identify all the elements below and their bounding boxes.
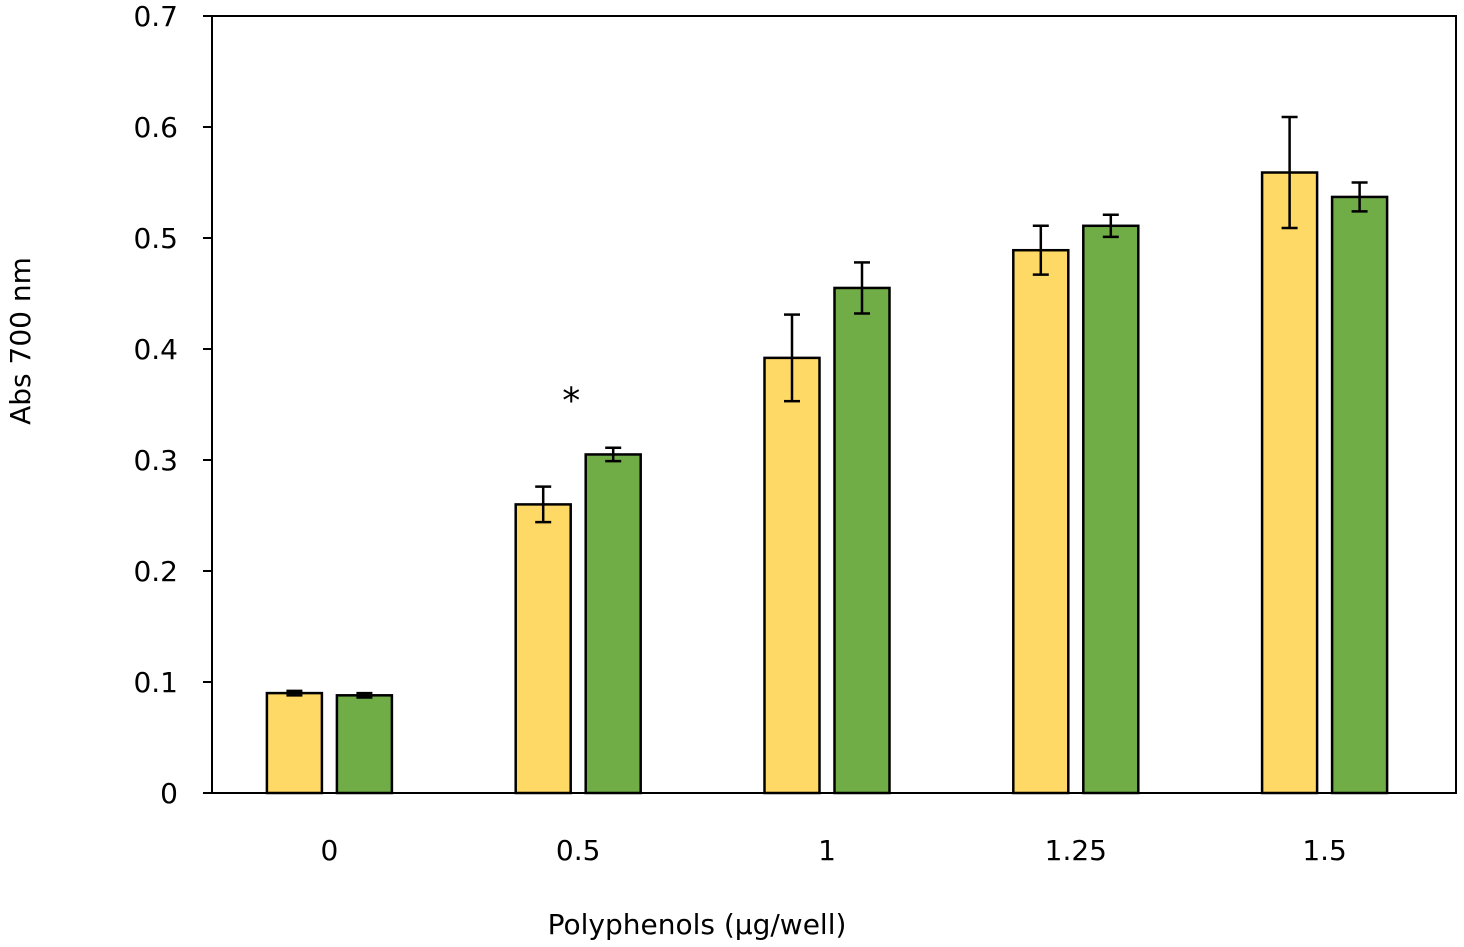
bar-series1-0.5 <box>514 503 572 795</box>
error-bars <box>286 115 1368 699</box>
x-tick-label: 1.5 <box>1302 834 1347 867</box>
y-tick-label: 0.6 <box>133 111 178 144</box>
x-tick-label: 0.5 <box>556 834 601 867</box>
y-axis-title: Abs 700 nm <box>4 257 37 425</box>
y-tick-label: 0.3 <box>133 444 178 477</box>
y-tick-label: 0.2 <box>133 555 178 588</box>
bars <box>265 171 1389 795</box>
bar-series1-1.5 <box>1260 171 1319 795</box>
y-tick-label: 0.4 <box>133 333 178 366</box>
bar-series2-0.5 <box>584 453 642 795</box>
bar-series1-0 <box>265 691 324 795</box>
annotations: * <box>562 380 580 421</box>
y-tick-label: 0.7 <box>133 0 178 33</box>
x-axis-title: Polyphenols (μg/well) <box>548 908 847 941</box>
y-axis-ticks: 0 0.1 0.2 0.3 0.4 0.5 0.6 0.7 <box>133 0 212 810</box>
x-tick-label: 1 <box>818 834 836 867</box>
y-tick-label: 0 <box>160 777 178 810</box>
x-axis-labels: 0 0.5 1 1.25 1.5 <box>320 834 1346 867</box>
bar-series1-1.25 <box>1012 248 1070 795</box>
bar-series2-1 <box>833 286 891 795</box>
x-tick-label: 1.25 <box>1045 834 1107 867</box>
bar-series2-0 <box>335 694 394 795</box>
x-tick-label: 0 <box>320 834 338 867</box>
bar-series2-1.5 <box>1330 195 1389 795</box>
significance-asterisk: * <box>562 380 580 421</box>
bar-series1-1 <box>763 356 821 795</box>
y-tick-label: 0.1 <box>133 666 178 699</box>
y-tick-label: 0.5 <box>133 222 178 255</box>
bar-series2-1.25 <box>1082 224 1140 795</box>
